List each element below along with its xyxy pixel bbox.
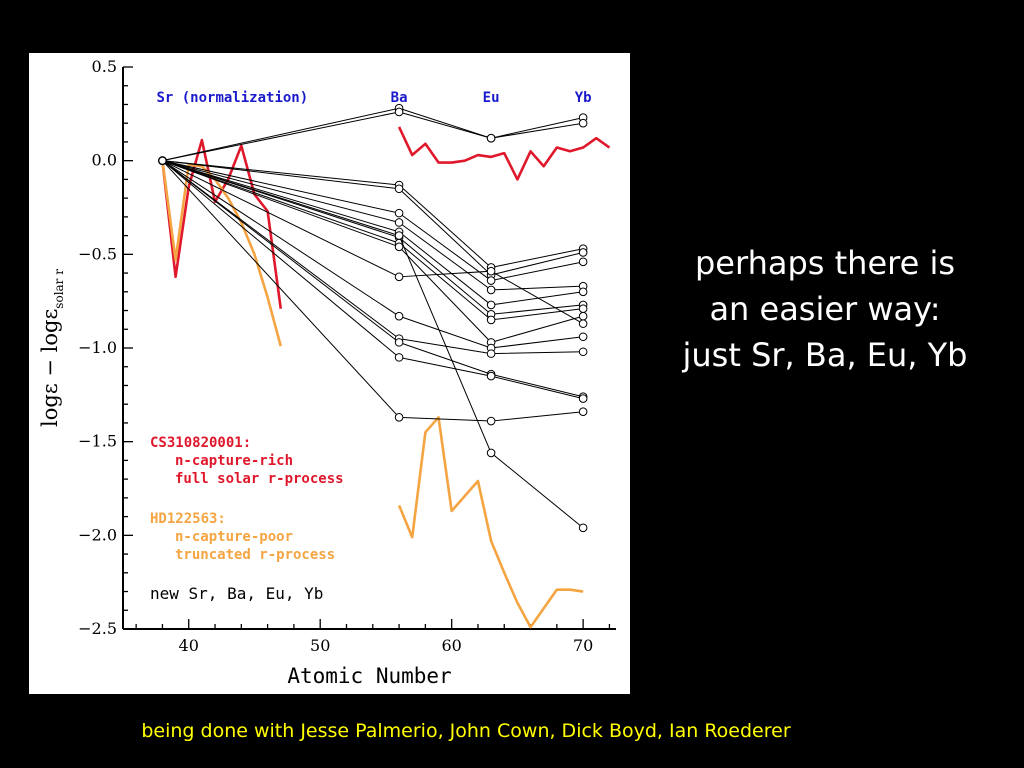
series-hd122563-line-2 — [397, 416, 584, 629]
star-point — [394, 353, 404, 362]
star-line-sr-ba — [162, 160, 400, 317]
star-point — [486, 276, 496, 285]
y-tick-label: 0.0 — [92, 151, 117, 170]
star-point — [578, 304, 588, 313]
series-cs310820001-line-2 — [397, 126, 611, 181]
star-point — [578, 319, 588, 328]
star-point — [578, 332, 588, 342]
legend-text: HD122563: — [150, 511, 226, 527]
y-tick-label: 0.5 — [92, 57, 117, 76]
x-tick-label: 60 — [441, 636, 461, 655]
slide-text-line-1: perhaps there is — [694, 244, 956, 282]
star-line-sr-ba — [162, 160, 400, 233]
star-line-sr-ba — [162, 160, 400, 186]
star-point — [578, 347, 588, 357]
y-tick-label: −0.5 — [78, 244, 117, 263]
y-tick-label: −2.0 — [78, 525, 117, 544]
x-tick-label: 70 — [573, 636, 593, 655]
star-point — [486, 349, 496, 358]
y-tick-label: −2.5 — [78, 619, 117, 638]
legend-text: truncated r-process — [175, 547, 335, 563]
y-axis-title: logε − logεsolar r — [38, 269, 66, 427]
star-point — [578, 287, 588, 297]
star-line-sr-ba — [162, 160, 400, 223]
element-label-yb: Yb — [575, 90, 592, 106]
star-point — [394, 218, 404, 227]
star-point — [486, 300, 496, 310]
star-line-ba-eu-yb — [398, 246, 584, 343]
y-tick-label: −1.5 — [78, 432, 117, 451]
star-line-sr-ba — [162, 160, 400, 244]
star-line-sr-ba — [162, 160, 400, 237]
element-label-eu: Eu — [483, 90, 500, 106]
star-line-sr-ba — [162, 160, 400, 343]
slide-credits: being done with Jesse Palmerio, John Cow… — [141, 720, 791, 742]
slide-body-text: perhaps there is an easier way: just Sr,… — [640, 240, 1010, 378]
abundance-chart: 40 50 60 70 0.5 0.0 −0.5 −1.0 −1.5 −2.0 −2.5 Atomic… — [38, 57, 616, 688]
star-line-sr-ba — [162, 160, 400, 214]
star-point — [394, 107, 404, 117]
star-point — [578, 394, 588, 403]
star-point — [578, 407, 588, 416]
legend-text: n-capture-poor — [175, 529, 293, 545]
star-line-sr-ba — [162, 160, 400, 358]
chart-panel: 40 50 60 70 0.5 0.0 −0.5 −1.0 −1.5 −2.0 −2.5 Atomic… — [29, 53, 630, 694]
sr-normalization-point — [157, 156, 167, 166]
legend-text: full solar r-process — [175, 471, 344, 487]
star-point — [394, 413, 404, 422]
legend-text: n-capture-rich — [175, 453, 293, 469]
star-line-sr-ba — [162, 160, 400, 248]
element-label-ba: Ba — [391, 90, 408, 106]
x-tick-label: 50 — [310, 636, 330, 655]
star-point — [394, 242, 404, 252]
star-point — [578, 118, 588, 128]
star-line-sr-ba — [162, 107, 400, 162]
star-point — [578, 248, 588, 257]
y-tick-label: −1.0 — [78, 338, 117, 357]
star-point — [394, 231, 404, 240]
star-point — [486, 315, 496, 325]
star-point — [394, 338, 404, 347]
x-axis-title: Atomic Number — [287, 664, 451, 688]
star-line-ba-eu-yb — [398, 184, 584, 268]
star-point — [486, 416, 496, 426]
star-point — [394, 311, 404, 321]
star-line-sr-ba — [162, 160, 400, 190]
legend-text: new Sr, Ba, Eu, Yb — [150, 584, 323, 603]
star-line-sr-ba — [162, 111, 400, 162]
slide-text-line-3: just Sr, Ba, Eu, Yb — [682, 336, 968, 374]
star-point — [486, 285, 496, 295]
star-point — [486, 133, 496, 143]
star-point — [578, 257, 588, 267]
star-point — [394, 272, 404, 282]
star-line-sr-ba — [162, 160, 400, 418]
series-hd122563-line-1 — [161, 160, 283, 347]
star-point — [486, 448, 496, 458]
star-line-ba-eu-yb — [398, 188, 584, 276]
slide-text-line-2: an easier way: — [709, 290, 941, 328]
star-point — [486, 371, 496, 381]
star-point — [578, 523, 588, 533]
star-point — [578, 311, 588, 321]
star-point — [394, 184, 404, 194]
star-point — [394, 208, 404, 218]
x-tick-label: 40 — [179, 636, 199, 655]
star-line-sr-ba — [162, 160, 400, 278]
star-point — [486, 266, 496, 276]
element-label-sr: Sr (normalization) — [156, 90, 308, 106]
star-line-ba-eu-yb — [398, 107, 584, 139]
legend-text: CS310820001: — [150, 435, 251, 451]
